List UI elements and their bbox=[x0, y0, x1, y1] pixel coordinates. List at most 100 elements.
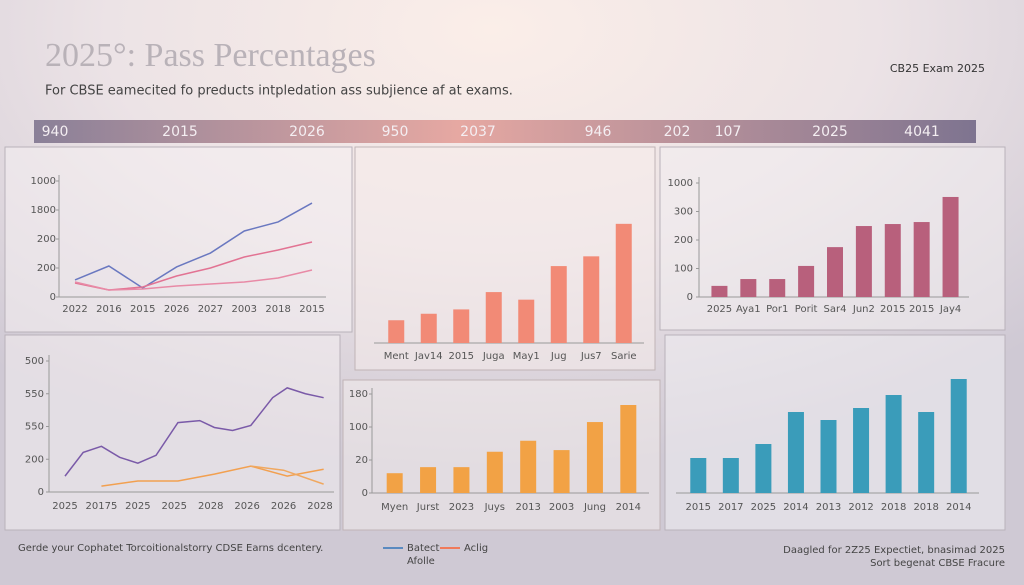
y-tick-label: 0 bbox=[687, 292, 693, 303]
y-tick-label: 1000 bbox=[31, 176, 56, 187]
y-tick-label: 100 bbox=[349, 422, 368, 433]
x-tick-label: 2026 bbox=[234, 501, 259, 512]
x-tick-label: Jurst bbox=[416, 502, 440, 513]
bar bbox=[820, 420, 837, 493]
y-tick-label: 200 bbox=[37, 234, 56, 245]
x-tick-label: 2025 bbox=[707, 304, 732, 315]
x-tick-label: 2025 bbox=[162, 501, 187, 512]
x-tick-label: 20175 bbox=[86, 501, 118, 512]
bar bbox=[755, 444, 772, 493]
band-label: 2025 bbox=[812, 124, 848, 140]
x-tick-label: May1 bbox=[513, 351, 540, 362]
panel bbox=[4, 146, 353, 333]
footer-right: Daagled for 2Z25 Expectiet, bnasimad 202… bbox=[783, 545, 1005, 556]
title: 2025°: Pass Percentages bbox=[45, 37, 376, 74]
panel bbox=[354, 146, 656, 371]
y-tick-label: 180 bbox=[349, 389, 368, 400]
line bbox=[74, 202, 313, 289]
x-tick-label: 2015 bbox=[686, 502, 711, 513]
bar bbox=[485, 292, 502, 343]
band-bg bbox=[34, 120, 976, 143]
legend-label: Batect bbox=[407, 543, 440, 554]
x-tick-label: Porit bbox=[795, 304, 818, 315]
x-tick-label: Ment bbox=[384, 351, 409, 362]
bar bbox=[787, 412, 804, 493]
bar bbox=[388, 320, 405, 343]
bar bbox=[550, 266, 567, 343]
x-tick-label: 2015 bbox=[880, 304, 905, 315]
bar bbox=[913, 222, 930, 297]
bar bbox=[827, 247, 843, 297]
band-label: 4041 bbox=[904, 124, 940, 140]
bar bbox=[950, 379, 967, 493]
x-tick-label: 2003 bbox=[232, 304, 257, 315]
legend-label: Aclig bbox=[464, 543, 488, 554]
y-tick-label: 1800 bbox=[31, 205, 56, 216]
bar bbox=[855, 226, 872, 297]
x-tick-label: Jus7 bbox=[580, 351, 602, 362]
x-tick-label: Jav14 bbox=[414, 351, 443, 362]
x-tick-label: 2018 bbox=[913, 502, 938, 513]
x-tick-label: 2003 bbox=[549, 502, 574, 513]
y-tick-label: 500 bbox=[25, 356, 44, 367]
bar bbox=[918, 412, 935, 493]
bar bbox=[553, 450, 570, 493]
band-label: 2015 bbox=[162, 124, 198, 140]
x-tick-label: 2022 bbox=[62, 304, 87, 315]
x-tick-label: 2028 bbox=[307, 501, 332, 512]
x-tick-label: Jug bbox=[550, 351, 567, 362]
footer-left: Gerde your Cophatet Torcoitionalstorry C… bbox=[18, 543, 323, 554]
x-tick-label: 2015 bbox=[130, 304, 155, 315]
bar bbox=[711, 285, 728, 297]
x-tick-label: 2013 bbox=[816, 502, 841, 513]
panel bbox=[4, 334, 341, 531]
x-tick-label: 2025 bbox=[125, 501, 150, 512]
y-tick-label: 0 bbox=[50, 292, 56, 303]
x-tick-label: Juys bbox=[484, 502, 505, 513]
x-tick-label: Myen bbox=[381, 502, 408, 513]
bar bbox=[798, 265, 815, 297]
x-tick-label: Sar4 bbox=[824, 304, 847, 315]
band-label: 950 bbox=[382, 124, 409, 140]
header-band: 940 2015 2026 950 2037 946 202 107 2025 4041 bbox=[34, 120, 976, 143]
x-tick-label: 2014 bbox=[616, 502, 641, 513]
x-tick-label: 2025 bbox=[751, 502, 776, 513]
y-tick-label: 200 bbox=[37, 263, 56, 274]
line bbox=[250, 465, 324, 485]
x-tick-label: 2026 bbox=[164, 304, 189, 315]
subtitle: For CBSE eamecited fo preducts intpledat… bbox=[45, 84, 513, 99]
x-tick-label: 2014 bbox=[783, 502, 808, 513]
band-label: 2026 bbox=[289, 124, 325, 140]
x-tick-label: 2015 bbox=[909, 304, 934, 315]
bar bbox=[615, 223, 632, 343]
line bbox=[64, 387, 324, 477]
x-tick-label: 2015 bbox=[299, 304, 324, 315]
band-label: 107 bbox=[715, 124, 742, 140]
panels bbox=[4, 146, 1006, 531]
x-tick-label: Por1 bbox=[766, 304, 788, 315]
bar bbox=[740, 279, 757, 297]
bar bbox=[884, 224, 901, 297]
x-tick-label: 2027 bbox=[198, 304, 223, 315]
bar bbox=[583, 256, 600, 343]
bar bbox=[853, 408, 870, 493]
bar bbox=[486, 451, 503, 493]
y-tick-label: 1000 bbox=[668, 178, 693, 189]
x-tick-label: 2016 bbox=[96, 304, 121, 315]
bar bbox=[769, 279, 786, 297]
legend-note: Afolle bbox=[407, 556, 435, 567]
x-tick-label: 2014 bbox=[946, 502, 971, 513]
footer-right: Sort begenat CBSE Fracure bbox=[870, 558, 1005, 569]
y-tick-label: 200 bbox=[25, 454, 44, 465]
bar bbox=[386, 473, 403, 493]
bar bbox=[885, 395, 902, 493]
x-tick-label: Jung bbox=[583, 502, 606, 513]
y-tick-label: 550 bbox=[25, 422, 44, 433]
x-tick-label: 2018 bbox=[881, 502, 906, 513]
bar bbox=[518, 299, 535, 343]
y-tick-label: 550 bbox=[25, 389, 44, 400]
band-label: 940 bbox=[42, 124, 69, 140]
y-tick-label: 0 bbox=[362, 488, 368, 499]
bar bbox=[586, 422, 603, 493]
